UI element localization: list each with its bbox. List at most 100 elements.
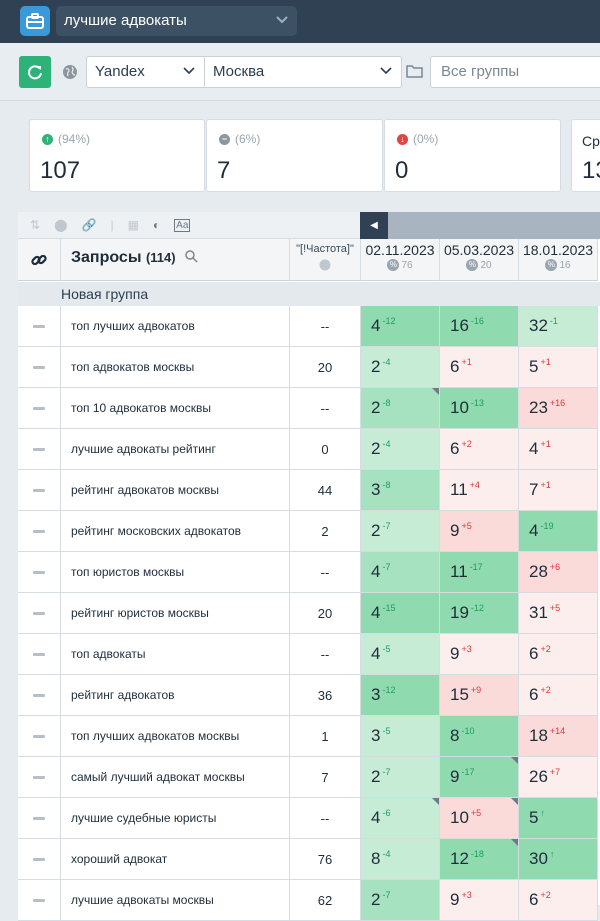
query-cell[interactable]: топ лучших адвокатов <box>61 306 290 347</box>
position-cell[interactable]: 6 +2 <box>440 429 519 470</box>
row-handle[interactable] <box>18 839 61 880</box>
position-cell[interactable]: 9 +3 <box>440 880 519 921</box>
sort-icon[interactable]: ⇅ <box>30 218 41 232</box>
row-handle[interactable] <box>18 429 61 470</box>
query-cell[interactable]: лучшие судебные юристы <box>61 798 290 839</box>
table-row[interactable]: топ адвокатов москвы 20 2 -4 6 +1 5 +1 <box>18 347 600 388</box>
folder-icon[interactable] <box>406 64 424 83</box>
table-row[interactable]: рейтинг юристов москвы 20 4 -15 19 -12 31 +5 <box>18 593 600 634</box>
table-row[interactable]: топ юристов москвы -- 4 -7 11 -17 28 +6 <box>18 552 600 593</box>
table-row[interactable]: лучшие адвокаты рейтинг 0 2 -4 6 +2 4 +1 <box>18 429 600 470</box>
row-handle[interactable] <box>18 552 61 593</box>
position-cell[interactable]: 2 -7 <box>361 757 440 798</box>
date-header[interactable]: 18.01.2023 % 16 <box>519 239 598 281</box>
row-handle[interactable] <box>18 798 61 839</box>
row-handle[interactable] <box>18 470 61 511</box>
position-cell[interactable]: 18 +14 <box>519 716 598 757</box>
position-cell[interactable]: 3 -12 <box>361 675 440 716</box>
position-cell[interactable]: 6 +2 <box>519 675 598 716</box>
row-handle[interactable] <box>18 757 61 798</box>
query-cell[interactable]: лучшие адвокаты москвы <box>61 880 290 921</box>
date-header[interactable]: 05.03.2023 % 20 <box>440 239 519 281</box>
position-cell[interactable]: 2 -7 <box>361 880 440 921</box>
query-cell[interactable]: лучшие адвокаты рейтинг <box>61 429 290 470</box>
position-cell[interactable]: 3 -8 <box>361 470 440 511</box>
row-handle[interactable] <box>18 388 61 429</box>
position-cell[interactable]: 5 +1 <box>519 347 598 388</box>
query-cell[interactable]: рейтинг московских адвокатов <box>61 511 290 552</box>
table-row[interactable]: лучшие адвокаты москвы 62 2 -7 9 +3 6 +2 <box>18 880 600 921</box>
table-row[interactable]: топ лучших адвокатов москвы 1 3 -5 8 -10 18 +14 <box>18 716 600 757</box>
position-cell[interactable]: 8 -10 <box>440 716 519 757</box>
query-cell[interactable]: топ юристов москвы <box>61 552 290 593</box>
position-cell[interactable]: 28 +6 <box>519 552 598 593</box>
frequency-header[interactable]: "[!Частота]" <box>290 239 361 281</box>
query-cell[interactable]: топ адвокатов москвы <box>61 347 290 388</box>
table-row[interactable]: рейтинг адвокатов москвы 44 3 -8 11 +4 7 +1 <box>18 470 600 511</box>
search-engine-select[interactable]: Yandex <box>86 56 205 88</box>
row-handle[interactable] <box>18 306 61 347</box>
position-cell[interactable]: 4 -5 <box>361 634 440 675</box>
scroll-left-icon[interactable]: ◀ <box>360 212 388 239</box>
position-cell[interactable]: 4 +1 <box>519 429 598 470</box>
font-icon[interactable]: Aa <box>174 218 191 232</box>
dates-scroller[interactable]: ◀ <box>360 212 600 239</box>
query-cell[interactable]: рейтинг адвокатов <box>61 675 290 716</box>
table-icon[interactable]: ▦ <box>127 218 139 232</box>
position-cell[interactable]: 31 +5 <box>519 593 598 634</box>
position-cell[interactable]: 23 +16 <box>519 388 598 429</box>
table-row[interactable]: лучшие судебные юристы -- 4 -6 10 +5 5 ↑ <box>18 798 600 839</box>
position-cell[interactable]: 11 -17 <box>440 552 519 593</box>
row-handle[interactable] <box>18 511 61 552</box>
position-cell[interactable]: 9 +3 <box>440 634 519 675</box>
query-cell[interactable]: рейтинг юристов москвы <box>61 593 290 634</box>
position-cell[interactable]: 16 -16 <box>440 306 519 347</box>
table-row[interactable]: рейтинг адвокатов 36 3 -12 15 +9 6 +2 <box>18 675 600 716</box>
position-cell[interactable]: 6 +2 <box>519 880 598 921</box>
group-header[interactable]: Новая группа <box>18 282 600 306</box>
briefcase-icon[interactable] <box>20 6 50 36</box>
contrast-icon[interactable]: ◐ <box>152 218 161 232</box>
position-cell[interactable]: 4 -15 <box>361 593 440 634</box>
position-cell[interactable]: 6 +2 <box>519 634 598 675</box>
position-cell[interactable]: 6 +1 <box>440 347 519 388</box>
query-cell[interactable]: топ адвокаты <box>61 634 290 675</box>
toggle-icon[interactable]: ⬤ <box>54 218 68 232</box>
row-handle[interactable] <box>18 634 61 675</box>
position-cell[interactable]: 4 -6 <box>361 798 440 839</box>
date-header[interactable]: 02.11.2023 % 76 <box>361 239 440 281</box>
query-cell[interactable]: топ лучших адвокатов москвы <box>61 716 290 757</box>
position-cell[interactable]: 2 -4 <box>361 429 440 470</box>
position-cell[interactable]: 2 -4 <box>361 347 440 388</box>
row-handle[interactable] <box>18 880 61 921</box>
table-row[interactable]: самый лучший адвокат москвы 7 2 -7 9 -17 26 +7 <box>18 757 600 798</box>
query-cell[interactable]: хороший адвокат <box>61 839 290 880</box>
refresh-button[interactable] <box>19 56 51 88</box>
query-cell[interactable]: топ 10 адвокатов москвы <box>61 388 290 429</box>
row-handle[interactable] <box>18 716 61 757</box>
search-icon[interactable] <box>185 250 198 268</box>
link-icon[interactable]: 🔗 <box>81 218 97 232</box>
table-row[interactable]: рейтинг московских адвокатов 2 2 -7 9 +5 4 -19 <box>18 511 600 552</box>
position-cell[interactable]: 2 -7 <box>361 511 440 552</box>
position-cell[interactable]: 12 -18 <box>440 839 519 880</box>
position-cell[interactable]: 10 +5 <box>440 798 519 839</box>
position-cell[interactable]: 11 +4 <box>440 470 519 511</box>
region-select[interactable]: Москва <box>204 56 402 88</box>
position-cell[interactable]: 9 -17 <box>440 757 519 798</box>
position-cell[interactable]: 4 -19 <box>519 511 598 552</box>
queries-header[interactable]: Запросы (114) <box>61 239 290 281</box>
position-cell[interactable]: 4 -7 <box>361 552 440 593</box>
table-row[interactable]: топ лучших адвокатов -- 4 -12 16 -16 32 -1 <box>18 306 600 347</box>
position-cell[interactable]: 26 +7 <box>519 757 598 798</box>
position-cell[interactable]: 19 -12 <box>440 593 519 634</box>
position-cell[interactable]: 3 -5 <box>361 716 440 757</box>
position-cell[interactable]: 4 -12 <box>361 306 440 347</box>
query-cell[interactable]: самый лучший адвокат москвы <box>61 757 290 798</box>
project-select[interactable]: лучшие адвокаты <box>56 6 297 36</box>
position-cell[interactable]: 32 -1 <box>519 306 598 347</box>
position-cell[interactable]: 9 +5 <box>440 511 519 552</box>
table-row[interactable]: топ адвокаты -- 4 -5 9 +3 6 +2 <box>18 634 600 675</box>
position-cell[interactable]: 10 -13 <box>440 388 519 429</box>
position-cell[interactable]: 7 +1 <box>519 470 598 511</box>
